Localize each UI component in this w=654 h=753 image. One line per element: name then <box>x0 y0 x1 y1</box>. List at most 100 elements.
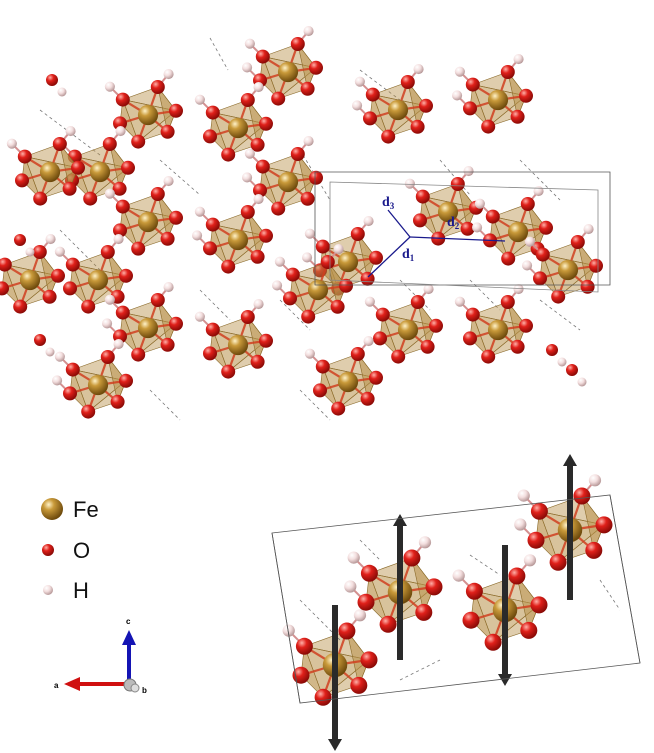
o-atom <box>271 201 286 216</box>
o-atom <box>115 305 130 320</box>
o-atom <box>331 401 346 416</box>
o-atom <box>360 564 378 582</box>
h-atom <box>242 62 253 73</box>
octahedron-face <box>581 495 605 552</box>
octahedron-face <box>417 301 437 348</box>
h-atom <box>253 82 264 93</box>
h-atom <box>302 252 313 263</box>
o-atom <box>527 531 545 549</box>
h-atom <box>452 569 465 582</box>
h-atom <box>102 318 113 329</box>
o-atom <box>81 404 96 419</box>
fe-atom <box>277 171 299 193</box>
hydrogen-bond <box>359 69 401 101</box>
o-atom <box>169 210 183 225</box>
h-atom <box>163 69 174 80</box>
o-atom <box>102 137 117 151</box>
spin-arrow-head <box>393 514 407 526</box>
d2-line <box>409 236 506 242</box>
octahedron-face <box>247 99 267 146</box>
spin-arrow-head <box>328 739 342 751</box>
octahedron <box>104 69 183 149</box>
o-atom <box>13 299 28 314</box>
fe-atom <box>87 269 109 291</box>
spin-arrow <box>498 545 512 686</box>
o-atom <box>460 221 475 236</box>
o-atom <box>32 245 47 259</box>
octahedron-face <box>507 71 527 118</box>
o-atom <box>112 181 127 196</box>
o-atom <box>580 279 595 294</box>
o-atom <box>131 134 146 149</box>
fe-atom <box>337 371 359 393</box>
o-atom <box>290 147 305 161</box>
spin-arrow-head <box>498 674 512 686</box>
h-atom <box>577 377 587 387</box>
octahedron <box>364 284 443 364</box>
o-atom <box>365 87 380 102</box>
o-atom <box>410 295 425 309</box>
octahedron <box>452 554 548 651</box>
o-atom <box>350 676 368 694</box>
o-atom <box>465 77 480 92</box>
o-atom <box>169 316 183 331</box>
h-atom <box>523 554 537 567</box>
o-atom <box>450 177 465 191</box>
o-atom <box>150 293 165 307</box>
h-atom <box>513 54 524 65</box>
o-atom <box>381 129 396 144</box>
o-atom <box>113 223 127 238</box>
o-atom <box>221 259 236 274</box>
o-atom <box>510 339 525 354</box>
o-atom <box>150 80 165 94</box>
o-atom <box>71 160 85 175</box>
o-atom <box>160 337 175 352</box>
h-atom <box>452 90 463 101</box>
lower-crystal-lattice <box>282 454 621 751</box>
o-atom <box>205 217 220 232</box>
c-axis-label: c <box>126 617 131 626</box>
o-atom <box>150 187 165 201</box>
spin-arrow <box>328 605 342 751</box>
upper-crystal-lattice <box>0 26 603 421</box>
d1-line <box>367 236 411 278</box>
o-atom <box>119 373 133 388</box>
h-atom <box>115 126 126 137</box>
fe-atom <box>487 89 509 111</box>
fe-atom <box>437 201 459 223</box>
o-atom <box>300 191 315 206</box>
o-atom <box>169 103 183 118</box>
octahedron <box>52 339 133 419</box>
h-atom <box>454 296 465 307</box>
o-atom <box>51 268 65 283</box>
octahedron-face <box>527 203 547 250</box>
o-atom <box>259 116 273 131</box>
o-atom <box>484 633 502 651</box>
octahedron-face <box>407 81 427 128</box>
o-atom <box>570 235 585 249</box>
octahedron <box>194 82 273 162</box>
o-atom <box>546 344 558 356</box>
o-atom <box>573 487 591 505</box>
h-atom <box>463 166 474 177</box>
o-atom <box>369 370 383 385</box>
o-atom <box>81 299 96 314</box>
b-axis-label: b <box>142 686 147 695</box>
o-atom <box>221 147 236 162</box>
fe-atom <box>397 319 419 341</box>
octahedron <box>192 194 273 274</box>
h-atom <box>363 336 374 347</box>
o-atom <box>429 318 443 333</box>
o-atom <box>585 541 603 559</box>
o-legend-label: O <box>73 538 90 563</box>
h-atom <box>282 624 295 637</box>
h-atom <box>194 311 205 322</box>
h-atom <box>253 299 264 310</box>
o-atom <box>300 81 315 96</box>
o-atom <box>375 307 390 322</box>
o-atom <box>314 688 332 706</box>
h-atom <box>25 247 35 257</box>
h-atom <box>352 100 363 111</box>
d1-label: d1 <box>402 247 415 263</box>
